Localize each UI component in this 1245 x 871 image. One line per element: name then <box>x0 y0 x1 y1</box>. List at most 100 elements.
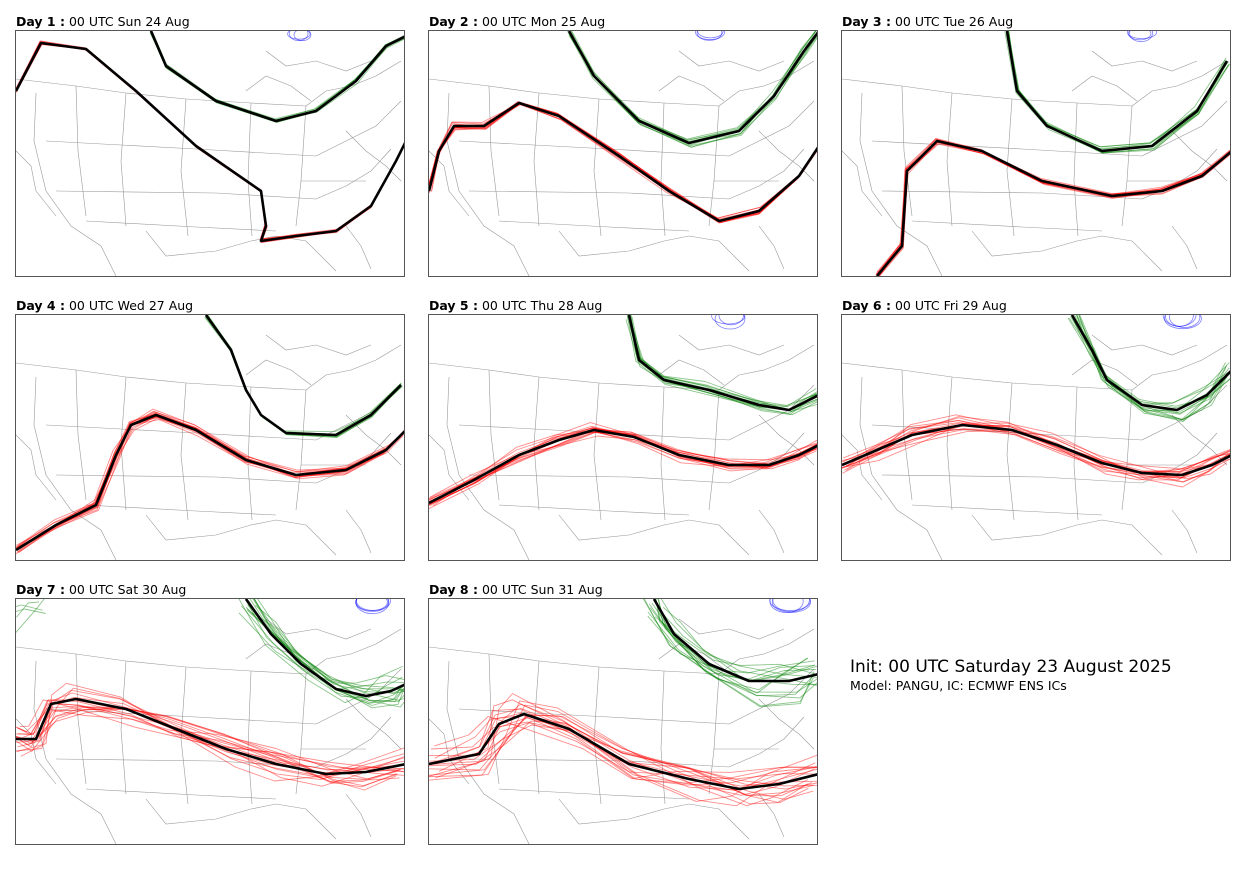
boundary-line <box>758 414 815 466</box>
ensemble-member-contour <box>1004 31 1227 154</box>
ensemble-member-contour <box>149 32 404 121</box>
boundary-line <box>145 514 337 556</box>
ensemble-member-contour <box>16 44 404 243</box>
ensemble-mean-contour <box>16 697 404 776</box>
ensemble-mean-contour <box>429 428 817 505</box>
boundary-line <box>498 504 690 516</box>
ensemble-member-contour <box>630 321 817 412</box>
boundary-line <box>45 140 317 157</box>
boundary-line <box>16 718 57 785</box>
boundary-line <box>593 666 602 805</box>
ensemble-member-contour <box>1073 318 1230 409</box>
ensemble-member-contour <box>16 410 404 546</box>
ensemble-member-contour <box>876 141 1230 275</box>
ensemble-member-contour <box>429 720 814 800</box>
map-backdrop <box>16 618 402 844</box>
ensemble-member-contour <box>655 599 815 708</box>
ensemble-member-contour <box>287 31 311 40</box>
ensemble-member-contour <box>429 435 817 498</box>
ensemble-member-contour <box>16 696 404 779</box>
valid-time-label: 00 UTC Thu 28 Aug <box>481 298 603 313</box>
boundary-line <box>842 362 1133 391</box>
boundary-line <box>245 643 312 670</box>
ensemble-member-contour <box>429 102 817 223</box>
boundary-line <box>488 85 500 217</box>
boundary-line <box>468 758 730 768</box>
ensemble-member-contour <box>16 706 398 787</box>
ensemble-member-contour <box>842 430 1227 480</box>
map-plot <box>16 31 404 276</box>
boundary-line <box>75 653 87 785</box>
ensemble-member-contour <box>434 715 817 784</box>
boundary-line <box>901 369 913 501</box>
ensemble-member-contour <box>293 31 312 41</box>
boundary-line <box>1141 432 1218 484</box>
boundary-line <box>1131 60 1228 107</box>
boundary-line <box>1171 414 1228 466</box>
ensemble-member-contour <box>655 599 814 707</box>
ensemble-member-contour <box>355 599 389 612</box>
map-backdrop <box>429 50 815 276</box>
boundary-line <box>533 660 540 795</box>
boundary-line <box>498 788 690 800</box>
boundary-line <box>75 369 87 501</box>
boundary-line <box>120 92 127 227</box>
boundary-line <box>558 230 750 272</box>
map-panel <box>15 30 405 277</box>
ensemble-member-contour <box>877 141 1230 276</box>
boundary-line <box>315 148 392 200</box>
ensemble-member-contour <box>718 315 744 326</box>
boundary-line <box>911 220 1103 232</box>
ensemble-member-contour <box>244 599 403 699</box>
ensemble-member-contour <box>1073 320 1230 407</box>
ensemble-member-contour <box>846 419 1230 473</box>
ensemble-member-contour <box>16 701 404 774</box>
panel-title: Day 7 : 00 UTC Sat 30 Aug <box>16 582 186 598</box>
ensemble-member-contour <box>642 599 809 694</box>
boundary-line <box>1006 98 1015 237</box>
init-time-text: Init: 00 UTC Saturday 23 August 2025 <box>850 657 1172 677</box>
day-label: Day 8 : <box>429 582 478 597</box>
boundary-line <box>1121 389 1133 511</box>
boundary-line <box>180 98 189 237</box>
ensemble-member-contour <box>846 414 1230 481</box>
ensemble-member-contour <box>643 599 808 691</box>
ensemble-member-contour <box>647 615 815 674</box>
ensemble-member-contour <box>846 422 1230 474</box>
boundary-line <box>593 98 602 237</box>
boundary-line <box>758 793 785 838</box>
boundary-line <box>728 716 805 768</box>
ensemble-member-contour <box>658 599 817 699</box>
boundary-line <box>33 660 117 844</box>
ensemble-member-contour <box>1076 315 1228 420</box>
ensemble-member-contour <box>631 316 817 416</box>
boundary-line <box>678 618 785 640</box>
boundary-line <box>446 92 530 276</box>
ensemble-member-contour <box>429 703 815 796</box>
ensemble-member-contour <box>660 599 817 686</box>
ensemble-member-contour <box>429 429 817 500</box>
ensemble-member-contour <box>150 31 404 123</box>
boundary-line <box>859 376 943 560</box>
ensemble-member-contour <box>1163 315 1202 330</box>
ensemble-member-contour <box>876 143 1230 273</box>
map-panel <box>428 598 818 845</box>
ensemble-member-contour <box>630 315 817 415</box>
ensemble-mean-contour <box>652 599 817 683</box>
ensemble-member-contour <box>845 420 1230 476</box>
boundary-line <box>55 474 317 484</box>
ensemble-member-contour <box>252 599 404 703</box>
panel-day-2: Day 2 : 00 UTC Mon 25 Aug <box>428 14 818 282</box>
ensemble-member-contour <box>1006 34 1230 148</box>
boundary-line <box>180 666 189 805</box>
ensemble-member-contour <box>249 599 404 704</box>
boundary-line <box>558 514 750 556</box>
boundary-line <box>446 660 530 844</box>
map-backdrop <box>16 50 402 276</box>
ensemble-member-contour <box>429 716 814 796</box>
ensemble-mean-contour <box>429 712 817 791</box>
ensemble-member-contour <box>842 424 1230 483</box>
boundary-line <box>120 660 127 795</box>
ensemble-member-contour <box>842 423 1230 483</box>
ensemble-member-contour <box>206 315 401 438</box>
